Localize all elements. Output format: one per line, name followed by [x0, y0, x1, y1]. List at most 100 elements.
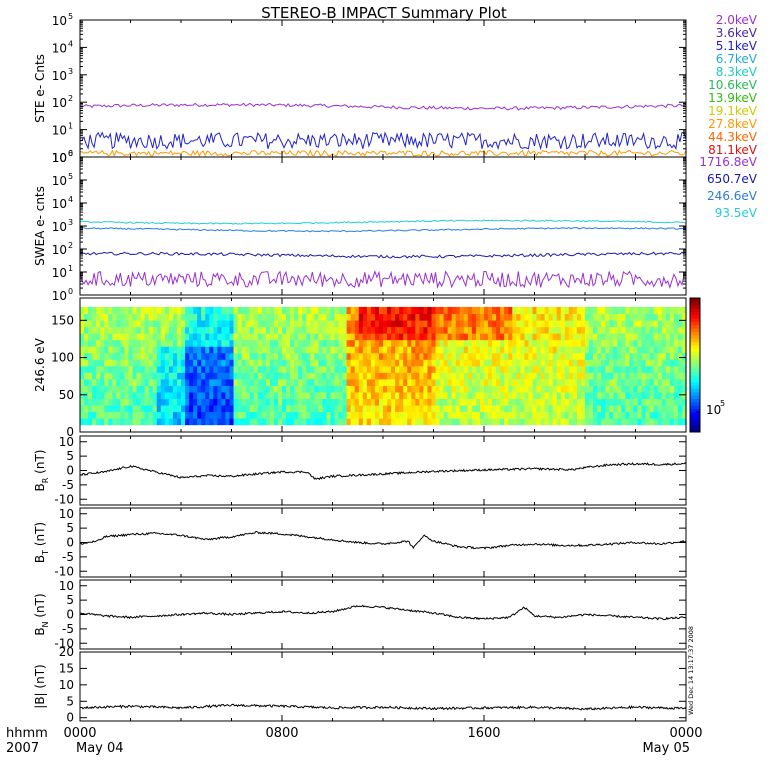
heatmap-cell — [342, 326, 348, 334]
heatmap-cell — [314, 320, 319, 328]
heatmap-cell — [233, 346, 239, 354]
heatmap-cell — [261, 346, 267, 354]
heatmap-cell — [435, 391, 441, 400]
heatmap-cell — [229, 333, 235, 341]
heatmap-cell — [233, 339, 239, 347]
heatmap-cell — [488, 346, 493, 354]
heatmap-cell — [168, 372, 174, 380]
heatmap-cell — [564, 320, 570, 328]
heatmap-cell — [589, 313, 594, 321]
heatmap-cell — [322, 391, 328, 400]
heatmap-cell — [346, 326, 352, 334]
heatmap-cell — [544, 352, 550, 360]
y-tick-label: 10 — [52, 96, 67, 110]
heatmap-cell — [387, 352, 392, 360]
heatmap-cell — [589, 320, 594, 328]
heatmap-cell — [407, 352, 412, 360]
heatmap-cell — [80, 378, 85, 386]
heatmap-cell — [391, 411, 396, 419]
heatmap-cell — [431, 333, 437, 341]
heatmap-cell — [439, 378, 445, 386]
heatmap-cell — [576, 333, 582, 341]
heatmap-cell — [387, 378, 392, 386]
heatmap-cell — [439, 306, 445, 315]
heatmap-cell — [314, 404, 319, 413]
heatmap-cell — [148, 333, 154, 341]
heatmap-cell — [136, 391, 142, 400]
heatmap-cell — [633, 320, 639, 328]
heatmap-cell — [100, 411, 105, 419]
heatmap-cell — [342, 333, 348, 341]
heatmap-cell — [455, 326, 461, 334]
heatmap-cell — [673, 385, 679, 393]
heatmap-cell — [524, 365, 530, 373]
heatmap-cell — [132, 418, 138, 426]
heatmap-cell — [338, 346, 344, 354]
heatmap-cell — [314, 418, 319, 426]
y-tick-label: 0 — [66, 608, 74, 622]
heatmap-cell — [528, 313, 534, 321]
heatmap-cell — [225, 339, 231, 347]
heatmap-cell — [261, 339, 267, 347]
heatmap-cell — [189, 359, 194, 367]
heatmap-cell — [383, 378, 388, 386]
heatmap-cell — [201, 404, 206, 413]
y-tick-label: 10 — [52, 124, 67, 138]
heatmap-cell — [669, 404, 675, 413]
heatmap-cell — [104, 391, 109, 400]
heatmap-cell — [160, 418, 166, 426]
heatmap-cell — [415, 378, 420, 386]
heatmap-cell — [653, 306, 659, 315]
heatmap-cell — [597, 411, 602, 419]
y-tick-label: 0 — [66, 464, 74, 478]
heatmap-cell — [136, 359, 142, 367]
heatmap-cell — [374, 359, 380, 367]
heatmap-cell — [366, 313, 372, 321]
y-axis-label-main: B — [33, 483, 47, 491]
heatmap-cell — [665, 418, 671, 426]
heatmap-cell — [152, 404, 158, 413]
heatmap-cell — [488, 391, 493, 400]
heatmap-cell — [673, 346, 679, 354]
heatmap-cell — [181, 359, 186, 367]
heatmap-cell — [532, 359, 538, 367]
heatmap-cell — [233, 372, 239, 380]
heatmap-cell — [411, 372, 416, 380]
heatmap-cell — [419, 306, 424, 315]
heatmap-cell — [92, 365, 97, 373]
heatmap-cell — [625, 372, 631, 380]
heatmap-cell — [605, 365, 610, 373]
heatmap-cell — [225, 313, 231, 321]
heatmap-cell — [427, 398, 433, 406]
heatmap-cell — [326, 418, 332, 426]
heatmap-cell — [459, 404, 465, 413]
heatmap-cell — [245, 378, 251, 386]
heatmap-cell — [484, 352, 489, 360]
heatmap-cell — [568, 411, 574, 419]
y-axis-label-unit: (nT) — [33, 522, 47, 550]
heatmap-cell — [589, 339, 594, 347]
heatmap-cell — [637, 411, 643, 419]
heatmap-cell — [593, 411, 598, 419]
x-date-label: May 04 — [76, 741, 124, 756]
heatmap-cell — [205, 385, 210, 393]
heatmap-cell — [395, 352, 400, 360]
heatmap-cell — [669, 372, 675, 380]
heatmap-cell — [88, 365, 93, 373]
heatmap-cell — [92, 391, 97, 400]
heatmap-cell — [290, 326, 295, 334]
heatmap-cell — [661, 404, 667, 413]
heatmap-cell — [439, 320, 445, 328]
heatmap-cell — [407, 404, 412, 413]
heatmap-cell — [585, 333, 590, 341]
heatmap-cell — [132, 385, 138, 393]
y-tick-label-exponent: 5 — [68, 172, 73, 181]
heatmap-cell — [249, 404, 255, 413]
heatmap-cell — [92, 339, 97, 347]
heatmap-cell — [314, 306, 319, 315]
heatmap-cell — [245, 320, 251, 328]
heatmap-cell — [488, 411, 493, 419]
heatmap-cell — [564, 372, 570, 380]
heatmap-cell — [447, 411, 453, 419]
